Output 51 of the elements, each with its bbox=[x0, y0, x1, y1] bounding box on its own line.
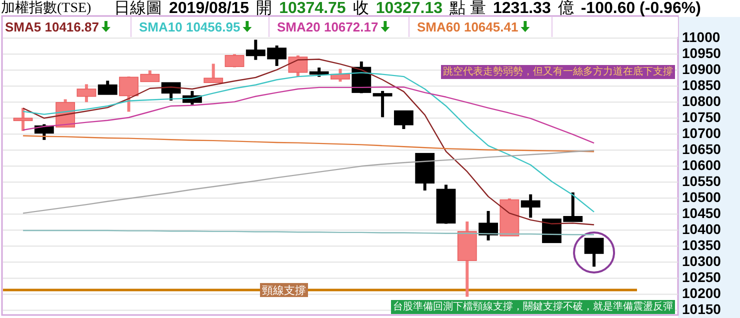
y-tick-label: 10850 bbox=[682, 76, 722, 93]
text: SMA10 10456.95 bbox=[139, 19, 240, 34]
y-tick-label: 10150 bbox=[682, 300, 722, 317]
annotation: 開 bbox=[256, 0, 272, 18]
text: SMA20 10672.17 bbox=[277, 19, 378, 34]
candlestick bbox=[372, 90, 392, 118]
chart-subtitle: 日線圖 bbox=[114, 0, 162, 18]
y-tick-label: 10600 bbox=[682, 156, 722, 173]
annotation: 10327.13 bbox=[376, 0, 443, 18]
annotation: 台股準備回測下檔頸線支撐，關鍵支撐不破，就是準備震盪反彈 bbox=[393, 300, 673, 313]
candlestick bbox=[288, 55, 308, 77]
annotation: 收 bbox=[352, 0, 369, 18]
candlestick bbox=[13, 108, 33, 131]
ref-line-label: 頸線支撐 bbox=[262, 284, 306, 297]
y-tick-label: 10650 bbox=[682, 140, 722, 157]
y-tick-label: 10500 bbox=[682, 188, 722, 205]
line-series bbox=[22, 86, 595, 144]
text: SMA5 10416.87 bbox=[5, 19, 99, 34]
annotation: 2019/08/15 bbox=[169, 0, 250, 18]
y-tick-label: 11000 bbox=[682, 28, 720, 45]
y-tick-label: 10800 bbox=[682, 92, 722, 109]
annotation: 1231.33 bbox=[493, 0, 551, 18]
candlestick bbox=[309, 68, 329, 77]
text: SMA60 10645.41 bbox=[417, 19, 518, 34]
candlestick bbox=[204, 64, 224, 84]
candlestick bbox=[520, 194, 540, 218]
y-tick-label: 10200 bbox=[682, 284, 722, 301]
annotation: 點 量 bbox=[448, 0, 486, 18]
annotation: 億 bbox=[558, 0, 574, 18]
annotation: -100.60 (-0.96%) bbox=[580, 0, 701, 18]
y-tick-label: 10750 bbox=[682, 108, 722, 125]
candlestick bbox=[394, 110, 414, 130]
y-tick-label: 10450 bbox=[682, 204, 722, 221]
line-series bbox=[22, 150, 595, 214]
y-tick-label: 10400 bbox=[682, 220, 722, 237]
chart-title: 加權指數(TSE) bbox=[1, 0, 92, 16]
y-tick-label: 10300 bbox=[682, 252, 722, 269]
y-tick-label: 10550 bbox=[682, 172, 722, 189]
y-tick-label: 10350 bbox=[682, 236, 722, 253]
candlestick bbox=[224, 54, 244, 68]
line-series bbox=[22, 135, 595, 152]
candlestick bbox=[76, 84, 96, 102]
y-tick-label: 10250 bbox=[682, 268, 722, 285]
candlestick bbox=[478, 210, 498, 240]
candlestick bbox=[584, 238, 604, 267]
annotation: 跳空代表走勢弱勢，但又有一絲多方力道在底下支撐 bbox=[443, 66, 673, 78]
y-tick-label: 10950 bbox=[682, 44, 722, 61]
candlestick bbox=[98, 80, 118, 95]
y-tick-label: 10900 bbox=[682, 60, 722, 77]
y-tick-label: 10700 bbox=[682, 124, 722, 141]
annotation: 10374.75 bbox=[279, 0, 346, 18]
